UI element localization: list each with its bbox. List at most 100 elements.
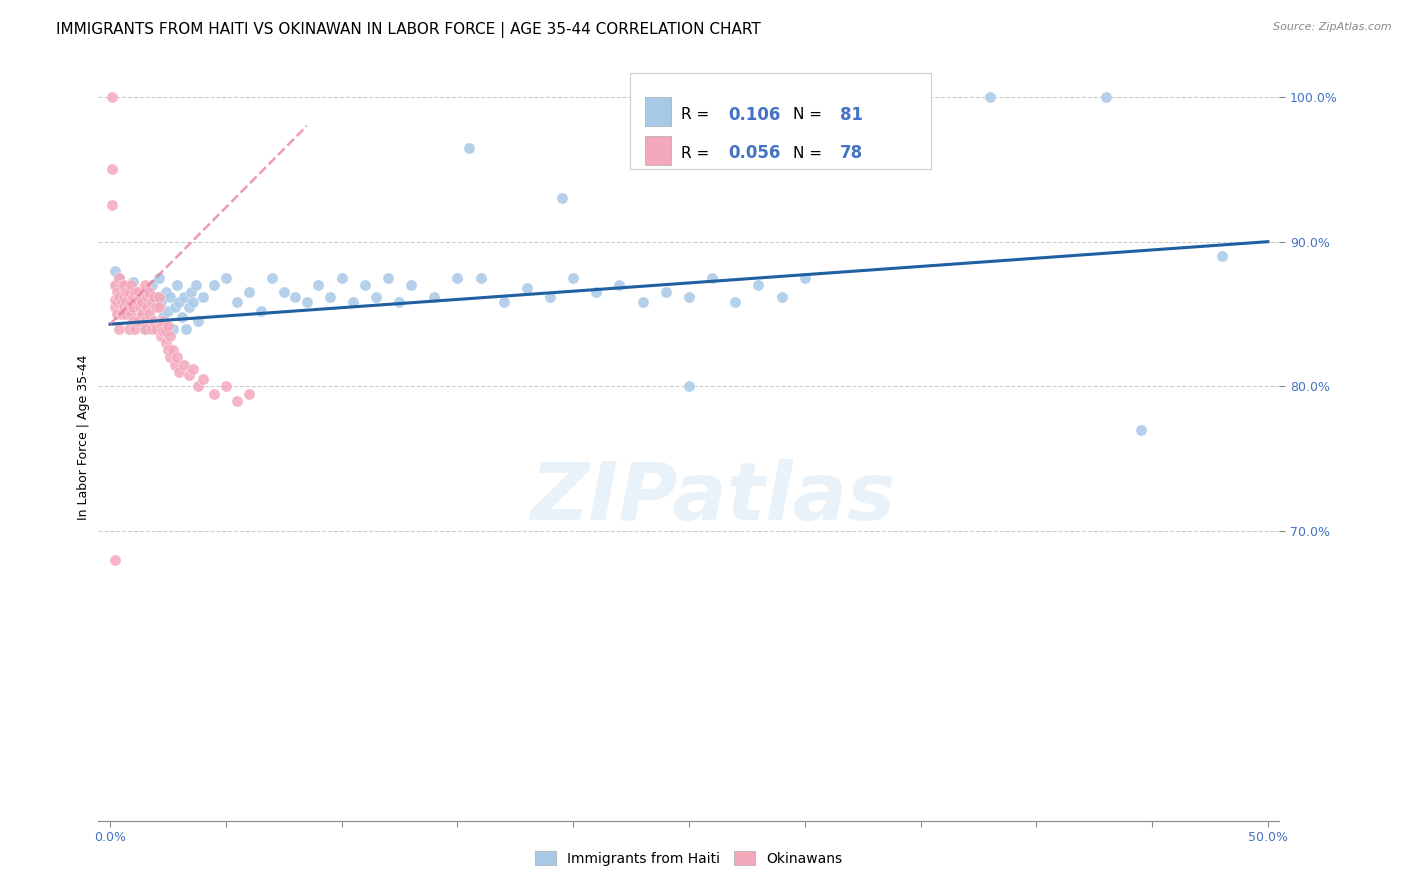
Point (184, 278, 207, 293)
Point (152, 325, 174, 339)
Point (148, 271, 170, 285)
Point (124, 293, 146, 307)
Point (104, 278, 127, 293)
Point (183, 295, 205, 310)
Point (238, 285, 260, 300)
Point (129, 300, 152, 314)
Point (155, 285, 177, 300)
Point (678, 290, 700, 304)
Point (141, 321, 163, 335)
Text: Source: ZipAtlas.com: Source: ZipAtlas.com (1274, 22, 1392, 32)
Point (747, 278, 769, 293)
Point (131, 307, 153, 321)
Bar (645, 136, 671, 165)
Point (122, 314, 145, 328)
Point (115, 307, 138, 321)
Point (156, 304, 179, 318)
Point (262, 271, 284, 285)
Point (108, 290, 131, 304)
Point (134, 321, 156, 335)
Point (163, 300, 186, 314)
Point (609, 278, 631, 293)
Text: 81: 81 (841, 106, 863, 124)
Point (134, 278, 156, 293)
Point (115, 295, 138, 310)
Point (138, 285, 160, 300)
Point (159, 328, 181, 343)
Point (105, 307, 128, 321)
Text: N =: N = (793, 145, 827, 161)
Text: IMMIGRANTS FROM HAITI VS OKINAWAN IN LABOR FORCE | AGE 35-44 CORRELATION CHART: IMMIGRANTS FROM HAITI VS OKINAWAN IN LAB… (56, 22, 761, 38)
Y-axis label: In Labor Force | Age 35-44: In Labor Force | Age 35-44 (77, 354, 90, 520)
Point (152, 314, 174, 328)
Point (273, 285, 295, 300)
Point (143, 290, 166, 304)
Point (149, 328, 172, 343)
Point (141, 295, 163, 310)
Point (110, 281, 132, 295)
Point (470, 271, 492, 285)
Point (131, 307, 153, 321)
Point (120, 307, 142, 321)
Point (319, 290, 342, 304)
Point (108, 271, 131, 285)
Point (366, 290, 388, 304)
Text: 78: 78 (841, 145, 863, 162)
Point (101, 90, 124, 104)
Point (138, 295, 160, 310)
Point (166, 351, 188, 365)
Text: R =: R = (681, 107, 714, 122)
Point (238, 386, 260, 401)
Point (585, 285, 607, 300)
Point (145, 290, 167, 304)
Point (108, 271, 131, 285)
Point (724, 295, 747, 310)
Point (108, 321, 131, 335)
Point (110, 307, 132, 321)
Text: 0.106: 0.106 (728, 106, 780, 124)
Point (163, 358, 186, 372)
Point (124, 285, 146, 300)
Point (180, 285, 202, 300)
Point (177, 300, 200, 314)
Point (122, 275, 145, 289)
Bar (645, 97, 671, 127)
Point (156, 318, 179, 333)
Point (134, 321, 156, 335)
Point (117, 285, 139, 300)
Point (295, 295, 318, 310)
Point (127, 314, 149, 328)
Point (458, 140, 481, 154)
Point (101, 162, 124, 177)
Point (169, 295, 191, 310)
Point (110, 295, 132, 310)
Point (655, 285, 678, 300)
Point (176, 321, 198, 335)
Text: N =: N = (793, 107, 827, 122)
Point (307, 278, 329, 293)
Point (202, 386, 225, 401)
Point (678, 379, 700, 393)
Point (770, 90, 793, 104)
Point (124, 321, 146, 335)
Point (117, 285, 139, 300)
Point (112, 290, 135, 304)
Point (170, 310, 193, 324)
Point (388, 295, 411, 310)
Point (159, 290, 181, 304)
Point (120, 295, 142, 310)
Point (138, 307, 160, 321)
Point (191, 290, 214, 304)
Point (377, 271, 399, 285)
Point (249, 304, 271, 318)
Point (148, 300, 170, 314)
Point (353, 278, 375, 293)
Point (155, 325, 177, 339)
Text: 0.056: 0.056 (728, 145, 780, 162)
Point (183, 362, 205, 376)
Point (226, 295, 249, 310)
Point (129, 290, 152, 304)
Point (155, 336, 177, 351)
Point (423, 290, 446, 304)
Point (134, 314, 156, 328)
